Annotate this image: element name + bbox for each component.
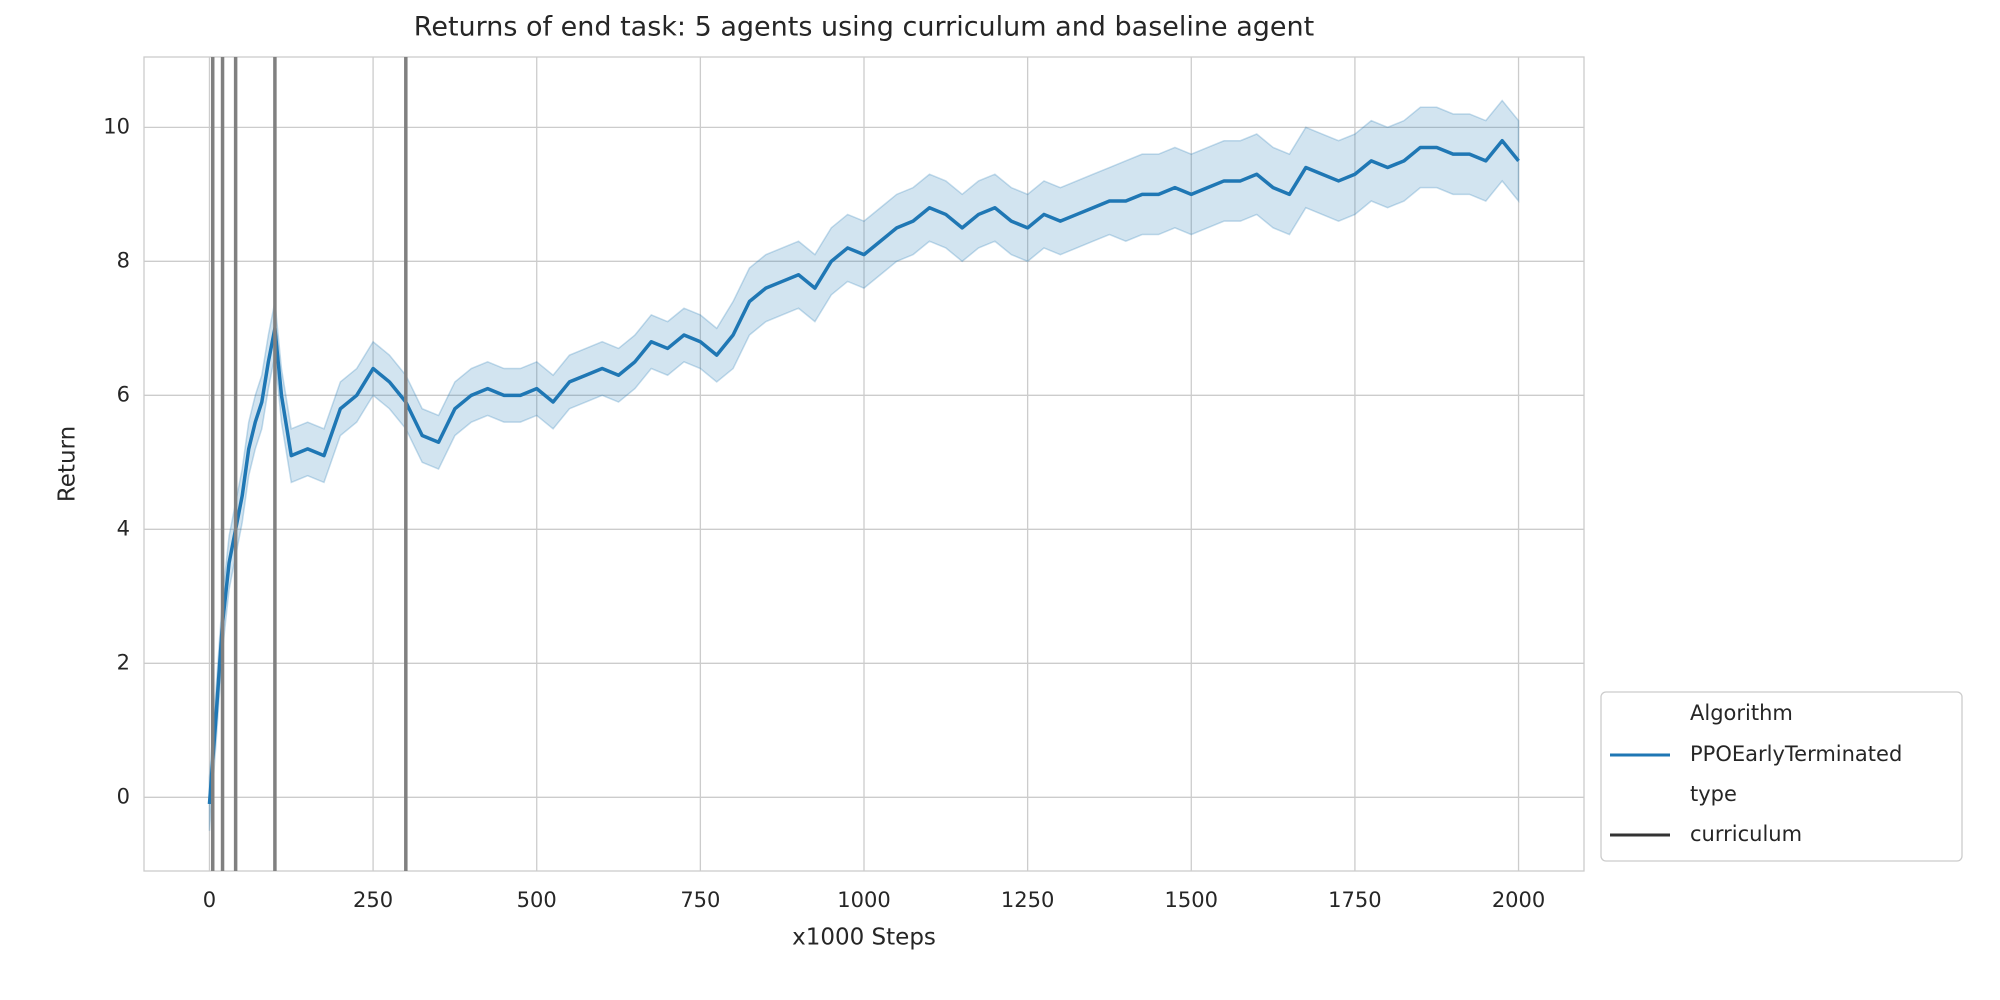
y-axis-label: Return [55,426,81,502]
x-tick-label: 1000 [837,888,890,912]
y-tick-label: 6 [117,382,130,406]
y-tick-label: 4 [117,516,130,540]
legend-title: Algorithm [1690,701,1793,725]
chart-title: Returns of end task: 5 agents using curr… [414,12,1314,43]
x-tick-label: 1250 [1001,888,1054,912]
x-tick-label: 1500 [1165,888,1218,912]
y-tick-label: 2 [117,650,130,674]
legend-title: type [1690,782,1737,806]
x-tick-label: 250 [353,888,393,912]
plot-frame [143,56,1585,872]
x-tick-label: 750 [680,888,720,912]
y-tick-label: 10 [103,114,130,138]
legend-label: curriculum [1690,822,1802,846]
y-tick-label: 8 [117,248,130,272]
y-tick-label: 0 [117,784,130,808]
line [207,138,1520,805]
confidence-band [208,99,1520,831]
x-tick-label: 0 [203,888,216,912]
x-tick-label: 1750 [1328,888,1381,912]
legend-label: PPOEarlyTerminated [1690,742,1902,766]
x-tick-label: 500 [517,888,557,912]
x-tick-label: 2000 [1492,888,1545,912]
x-axis-label: x1000 Steps [792,925,936,951]
legend-box [1600,691,1963,862]
